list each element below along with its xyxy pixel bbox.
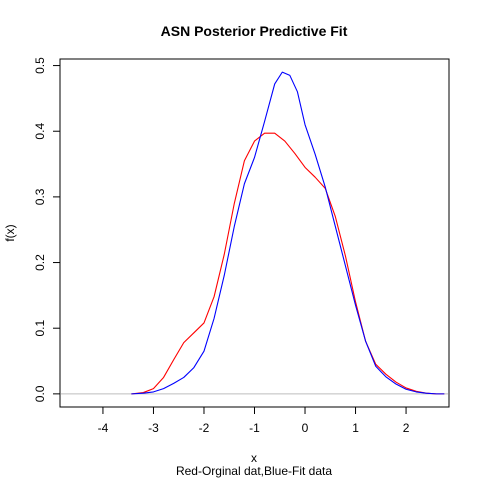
y-tick-label: 0.2 — [33, 254, 47, 271]
x-tick-label: -4 — [98, 421, 109, 435]
x-tick-label: -2 — [199, 421, 210, 435]
x-axis-label: x — [251, 451, 257, 465]
x-axis: -4 -3 -2 -1 0 1 2 — [98, 407, 410, 435]
x-tick-label: 1 — [352, 421, 359, 435]
y-tick-label: 0.5 — [33, 57, 47, 74]
x-tick-label: 2 — [403, 421, 410, 435]
series-group — [131, 71, 445, 395]
y-axis: 0.0 0.1 0.2 0.3 0.4 0.5 — [33, 57, 60, 402]
y-tick-label: 0.1 — [33, 320, 47, 337]
density-line-blue — [131, 71, 445, 395]
chart-title: ASN Posterior Predictive Fit — [161, 23, 348, 39]
y-tick-label: 0.3 — [33, 188, 47, 205]
y-tick-label: 0.4 — [33, 123, 47, 140]
x-tick-label: -3 — [148, 421, 159, 435]
x-axis-subtitle: Red-Orginal dat,Blue-Fit data — [176, 464, 332, 478]
y-tick-label: 0.0 — [33, 385, 47, 402]
x-tick-label: 0 — [302, 421, 309, 435]
x-tick-label: -1 — [249, 421, 260, 435]
density-line-red — [131, 132, 445, 395]
y-axis-label: f(x) — [3, 224, 17, 241]
